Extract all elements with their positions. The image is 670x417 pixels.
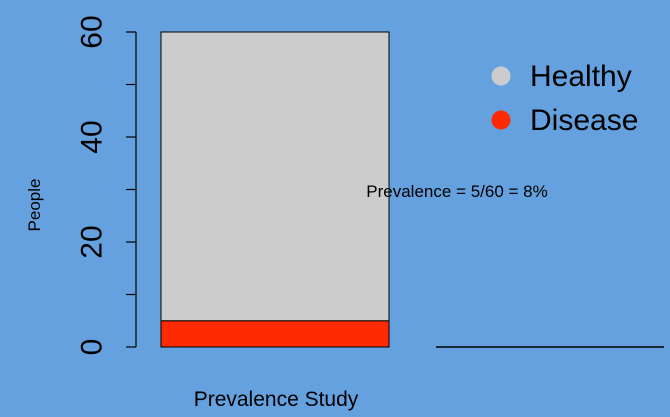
bars <box>160 31 390 348</box>
y-tick-label-20: 20 <box>76 225 109 258</box>
y-tick-label-0: 0 <box>76 339 109 356</box>
legend-marker-healthy <box>491 66 511 86</box>
y-axis: 0 20 40 60 <box>76 15 137 355</box>
bar-segment-disease <box>160 320 390 348</box>
legend: Healthy Disease <box>491 60 638 137</box>
prevalence-annotation: Prevalence = 5/60 = 8% <box>366 182 547 201</box>
legend-marker-disease <box>491 110 511 130</box>
x-category-label: Prevalence Study <box>194 388 359 411</box>
y-tick-label-60: 60 <box>76 15 109 48</box>
bar-segment-healthy <box>160 31 390 322</box>
legend-label-disease: Disease <box>530 104 638 137</box>
legend-label-healthy: Healthy <box>530 60 632 93</box>
y-tick-label-40: 40 <box>76 120 109 153</box>
y-axis-label: People <box>25 179 44 232</box>
